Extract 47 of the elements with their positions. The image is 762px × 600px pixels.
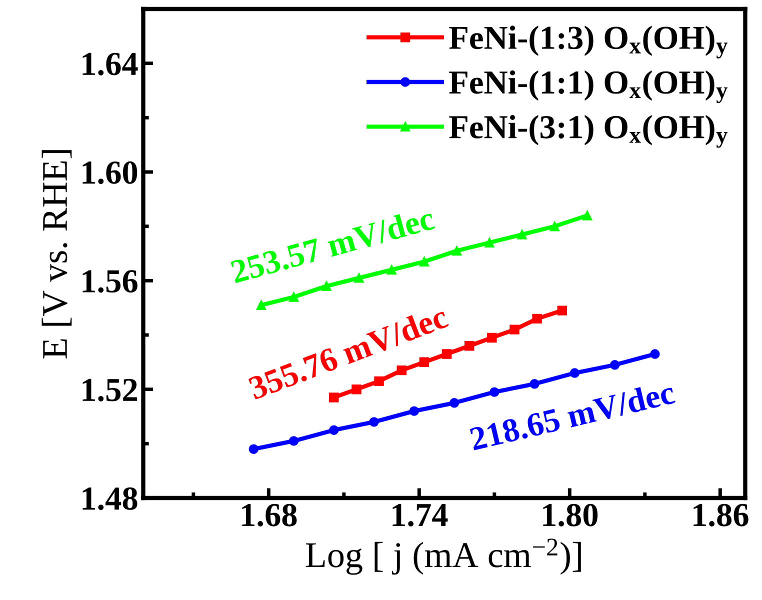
- y-tick-label: 1.48: [82, 487, 138, 510]
- point: [570, 368, 580, 378]
- point: [321, 281, 332, 291]
- point: [532, 314, 542, 324]
- point: [517, 230, 527, 240]
- legend-label: FeNi-(1:1) O$_{x}$(OH)$_{y}$: [449, 70, 728, 104]
- point: [452, 246, 462, 256]
- point: [288, 436, 299, 446]
- y-tick-label: 1.60: [82, 161, 138, 184]
- point: [582, 210, 592, 220]
- point: [386, 264, 396, 275]
- point: [396, 365, 406, 376]
- point: [449, 398, 460, 408]
- point: [352, 384, 362, 394]
- point: [464, 341, 474, 351]
- annotation: 218.65 mV/dec: [468, 380, 676, 451]
- point: [354, 273, 364, 283]
- point: [374, 376, 384, 386]
- x-tick-label: 1.86: [694, 504, 748, 526]
- x-tick-label: 1.80: [543, 504, 598, 526]
- point: [409, 406, 420, 416]
- x-tick-label: 1.74: [392, 504, 448, 526]
- point: [369, 417, 379, 427]
- point: [288, 292, 299, 302]
- point: [550, 221, 560, 232]
- y-tick-label: 1.52: [82, 378, 137, 402]
- point: [557, 306, 567, 316]
- annotation: 355.76 mV/dec: [247, 304, 450, 400]
- y-tick-label: 1.56: [82, 270, 138, 293]
- point: [650, 349, 660, 359]
- x-axis-title: Log [ j (mA cm$^{−2}$)]: [306, 538, 581, 575]
- y-tick-label: 1.64: [82, 52, 138, 76]
- point: [610, 360, 620, 370]
- y-axis-title: E [V vs. RHE]: [42, 150, 72, 358]
- point: [510, 324, 520, 334]
- point: [248, 444, 258, 454]
- legend-label: FeNi-(3:1) O$_{x}$(OH)$_{y}$: [449, 115, 728, 148]
- point: [490, 387, 500, 397]
- point: [419, 256, 430, 267]
- point: [484, 238, 494, 248]
- legend-label: FeNi-(1:3) O$_{x}$(OH)$_{y}$: [449, 26, 728, 58]
- annotation: 253.57 mV/dec: [230, 206, 436, 284]
- point: [329, 425, 339, 435]
- point: [487, 332, 497, 343]
- x-tick-label: 1.68: [242, 504, 297, 526]
- point: [530, 379, 540, 389]
- point: [256, 300, 266, 310]
